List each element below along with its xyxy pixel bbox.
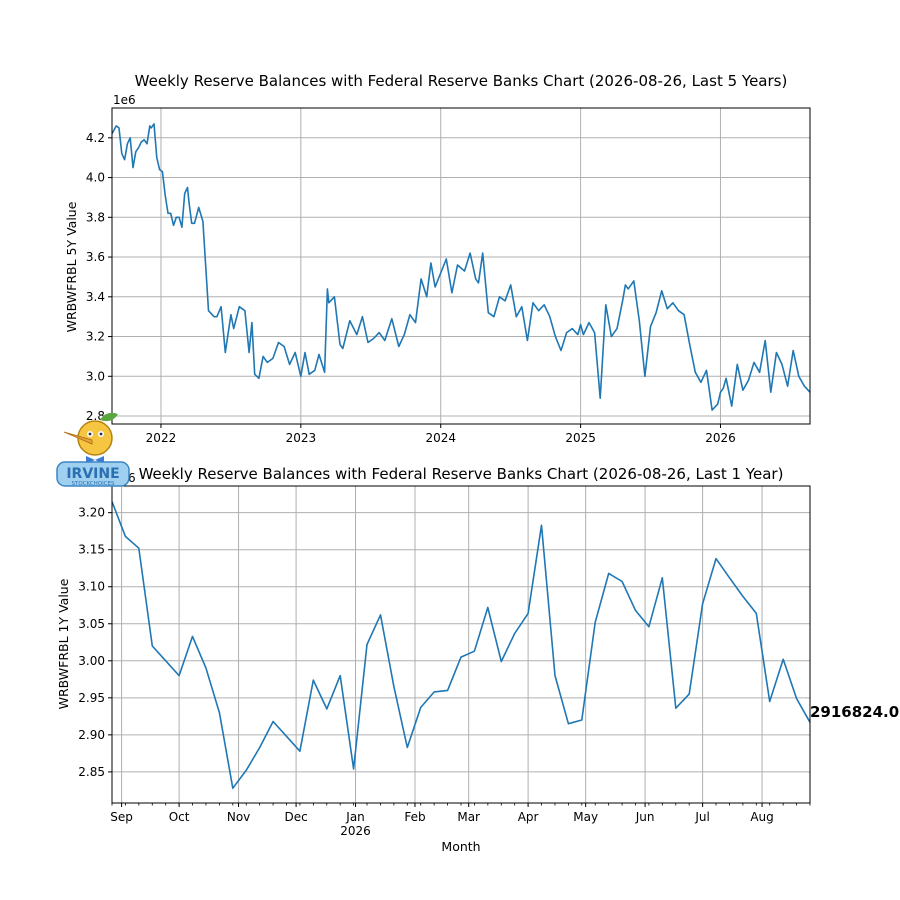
chart-5y: Weekly Reserve Balances with Federal Res… <box>64 72 811 445</box>
chart-5y-frame <box>111 107 811 425</box>
chart-1y-ticks: 2.85 2.90 2.95 3.00 3.05 3.10 3.15 3.20 Sep Oct No… <box>78 506 811 838</box>
chart-5y-ticks: 2.8 3.0 3.2 3.4 3.6 3.8 4.0 4.2 2022 2023 2024 2025… <box>86 131 736 445</box>
chart-1y-series-line <box>111 501 811 789</box>
xtick-label: Mar <box>457 810 480 824</box>
ytick-label: 2.8 <box>86 409 105 423</box>
xtick-label: Jul <box>694 810 709 824</box>
xtick-label: Nov <box>227 810 250 824</box>
ytick-label: 3.0 <box>86 369 105 383</box>
xtick-label: 2025 <box>565 431 596 445</box>
logo-leaf-icon <box>100 412 118 422</box>
ytick-label: 2.95 <box>78 691 105 705</box>
xtick-label: Feb <box>404 810 425 824</box>
chart-1y-title: Weekly Reserve Balances with Federal Res… <box>139 465 784 483</box>
chart-5y-multiplier: 1e6 <box>113 93 136 107</box>
logo-pupil-right-icon <box>99 432 103 436</box>
ytick-label: 4.0 <box>86 171 105 185</box>
xtick-label: Jun <box>635 810 655 824</box>
chart-5y-title: Weekly Reserve Balances with Federal Res… <box>135 72 788 90</box>
irvine-stockchoices-logo: IRVINE STOCKCHOICES <box>56 412 130 487</box>
logo-subtext: STOCKCHOICES <box>71 481 115 487</box>
xtick-label: Aug <box>750 810 773 824</box>
xtick-sublabel: 2026 <box>340 824 371 838</box>
xtick-label: May <box>573 810 598 824</box>
ytick-label: 2.85 <box>78 765 105 779</box>
xtick-label: 2026 <box>705 431 736 445</box>
ytick-label: 3.8 <box>86 210 105 224</box>
chart-1y-last-value-label: 2916824.00 <box>810 703 900 721</box>
logo-banner-icon <box>56 461 130 487</box>
ytick-label: 2.90 <box>78 728 105 742</box>
xtick-label: Sep <box>110 810 133 824</box>
ytick-label: 3.2 <box>86 330 105 344</box>
logo-text: IRVINE <box>66 466 119 482</box>
chart-1y: Weekly Reserve Balances with Federal Res… <box>56 465 900 854</box>
logo-nose-icon <box>63 431 93 445</box>
ytick-label: 3.10 <box>78 580 105 594</box>
logo-pupil-left-icon <box>88 432 92 436</box>
chart-1y-xlabel: Month <box>441 839 480 854</box>
xtick-label: Apr <box>518 810 539 824</box>
xtick-label: Dec <box>284 810 307 824</box>
ytick-label: 3.05 <box>78 617 105 631</box>
ytick-label: 4.2 <box>86 131 105 145</box>
ytick-label: 3.15 <box>78 543 105 557</box>
chart-1y-grid <box>112 486 810 803</box>
chart-5y-series-line <box>111 123 811 411</box>
ytick-label: 3.20 <box>78 506 105 520</box>
xtick-label: 2024 <box>425 431 456 445</box>
xtick-label: 2022 <box>146 431 177 445</box>
xtick-label: Oct <box>169 810 190 824</box>
chart-1y-ylabel: WRBWFRBL 1Y Value <box>56 578 71 709</box>
ytick-label: 3.00 <box>78 654 105 668</box>
ytick-label: 3.6 <box>86 250 105 264</box>
xtick-label: 2023 <box>286 431 317 445</box>
chart-5y-ylabel: WRBWFRBL 5Y Value <box>64 201 79 332</box>
chart-1y-frame <box>111 485 811 804</box>
ytick-label: 3.4 <box>86 290 105 304</box>
xtick-label: Jan <box>345 810 365 824</box>
chart-5y-grid <box>112 108 810 424</box>
